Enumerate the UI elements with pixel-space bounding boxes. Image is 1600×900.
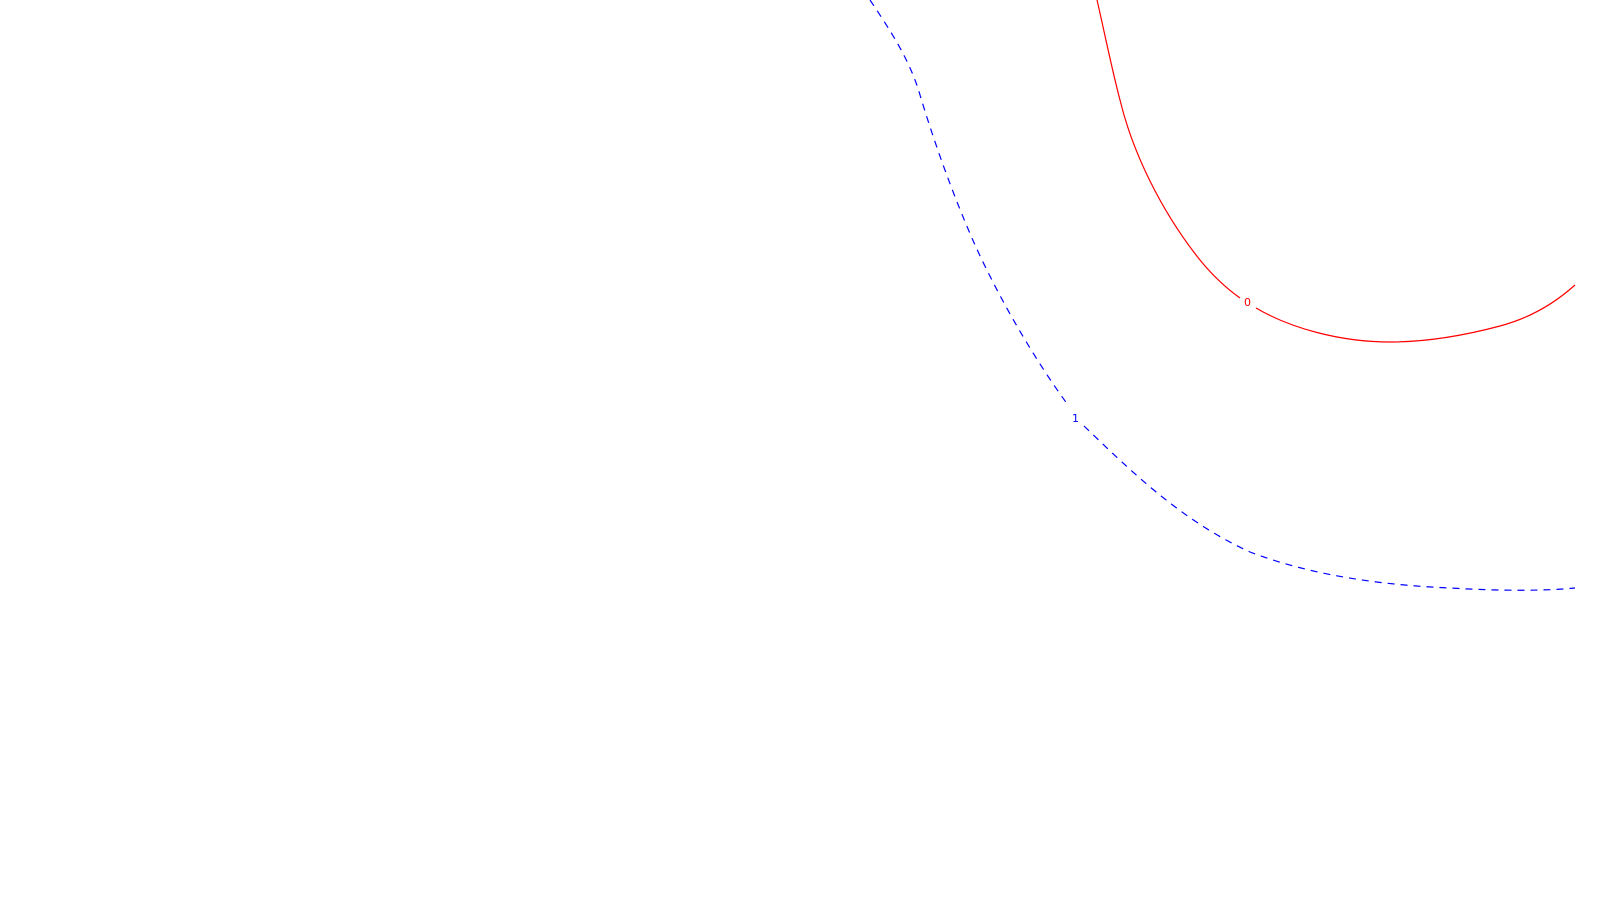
contour-1-label: 1: [1072, 412, 1079, 425]
contour-0-line-upper: [1096, 0, 1241, 299]
contour-0-label: 0: [1244, 296, 1251, 309]
contour-1: 1: [869, 0, 1576, 591]
contour-0: 0: [1096, 0, 1576, 343]
contour-0-line-lower: [1255, 284, 1576, 343]
contour-1-line-lower: [1083, 425, 1576, 591]
